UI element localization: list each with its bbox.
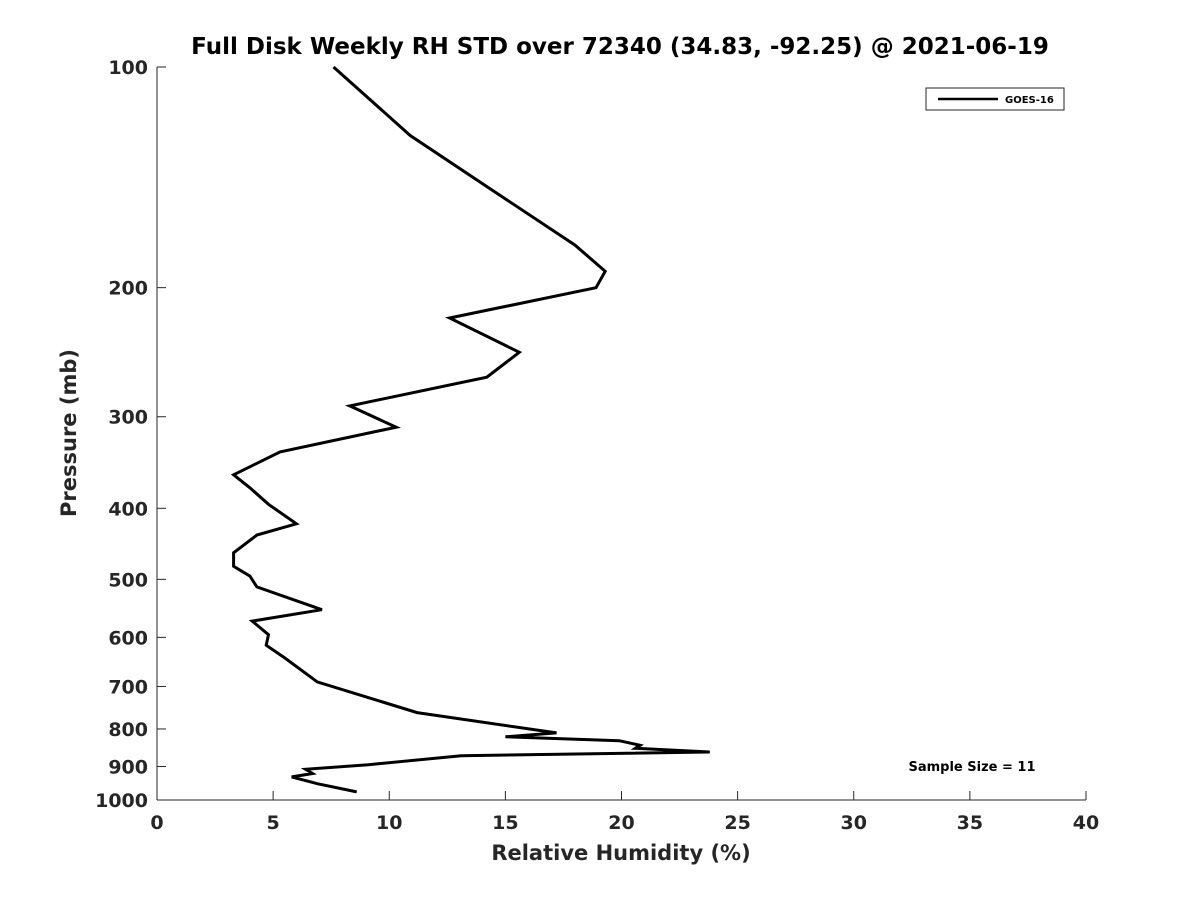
y-tick-label: 1000 (95, 790, 148, 812)
x-tick-label: 5 (267, 812, 280, 834)
y-axis-ticks: 100 200 300 400 500 600 700 800 900 1000 (95, 57, 166, 812)
series-layer (230, 65, 710, 794)
chart-title: Full Disk Weekly RH STD over 72340 (34.8… (191, 34, 1049, 60)
y-tick-label: 600 (108, 627, 148, 649)
x-tick-label: 20 (608, 812, 634, 834)
x-axis-label: Relative Humidity (%) (491, 841, 750, 865)
y-tick-label: 100 (108, 57, 148, 79)
y-tick-label: 700 (108, 676, 148, 698)
x-tick-label: 30 (841, 812, 867, 834)
y-tick-label: 500 (108, 569, 148, 591)
x-tick-label: 35 (957, 812, 983, 834)
y-tick-label: 800 (108, 719, 148, 741)
x-tick-label: 0 (150, 812, 163, 834)
x-tick-label: 40 (1073, 812, 1099, 834)
series-line-goes16 (230, 65, 710, 794)
sample-size-annotation: Sample Size = 11 (908, 760, 1035, 775)
y-tick-label: 900 (108, 756, 148, 778)
y-axis-label: Pressure (mb) (57, 349, 81, 517)
x-tick-label: 25 (724, 812, 750, 834)
legend-label-goes16: GOES-16 (1005, 95, 1054, 106)
plot-area (157, 67, 1086, 800)
y-tick-label: 200 (108, 278, 148, 300)
y-tick-label: 400 (108, 498, 148, 520)
x-tick-label: 15 (492, 812, 518, 834)
x-axis-ticks: 0 5 10 15 20 25 30 35 40 (150, 791, 1099, 834)
x-tick-label: 10 (376, 812, 402, 834)
legend: GOES-16 (925, 87, 1065, 111)
y-tick-label: 300 (108, 407, 148, 429)
